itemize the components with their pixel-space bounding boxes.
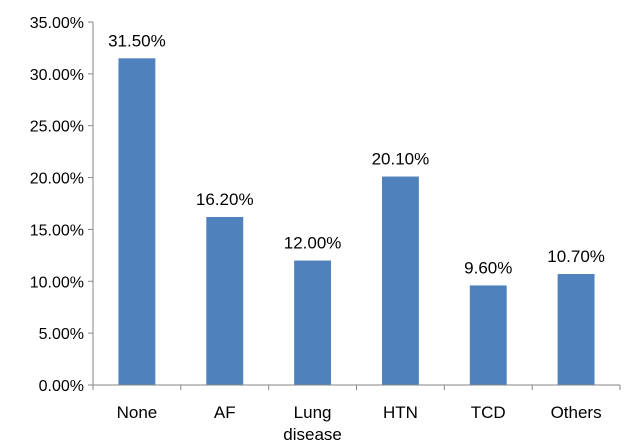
y-tick-label: 0.00%	[39, 378, 84, 395]
y-tick-label: 10.00%	[30, 274, 84, 291]
x-axis: None AF Lung disease HTN TCD Others	[92, 384, 621, 444]
data-label: 12.00%	[284, 234, 342, 253]
bar	[206, 216, 244, 385]
y-tick-label: 30.00%	[30, 67, 84, 84]
category-label: AF	[214, 403, 236, 422]
bar	[381, 176, 419, 385]
bar	[294, 260, 332, 385]
y-tick-label: 20.00%	[30, 171, 84, 188]
data-label: 10.70%	[547, 247, 605, 266]
y-tick-label: 5.00%	[39, 326, 84, 343]
bar	[118, 58, 156, 386]
category-label: Lung disease	[283, 403, 342, 444]
category-label: Others	[551, 403, 602, 422]
y-axis: 0.00% 5.00% 10.00% 15.00% 20.00% 25.00% 30.00%…	[30, 15, 94, 395]
y-tick-label: 35.00%	[30, 15, 84, 32]
data-label: 16.20%	[196, 190, 254, 209]
data-label: 20.10%	[372, 150, 430, 169]
bar	[469, 285, 507, 385]
category-label: TCD	[471, 403, 506, 422]
data-labels: 31.50% 16.20% 12.00% 20.10% 9.60% 10.70%	[108, 31, 605, 277]
bar	[557, 274, 595, 385]
data-label: 9.60%	[464, 258, 512, 277]
y-tick-label: 15.00%	[30, 222, 84, 239]
category-label: HTN	[383, 403, 418, 422]
bars	[118, 58, 595, 386]
y-tick-label: 25.00%	[30, 119, 84, 136]
category-label: None	[117, 403, 158, 422]
data-label: 31.50%	[108, 31, 166, 50]
